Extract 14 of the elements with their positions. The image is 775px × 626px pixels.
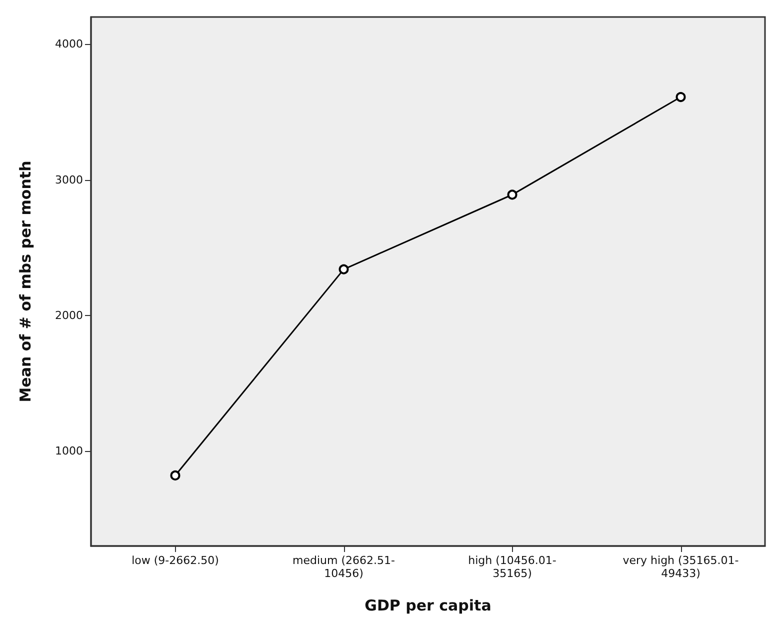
y-axis-title: Mean of # of mbs per month <box>16 160 34 402</box>
y-tick-label: 2000 <box>55 308 83 322</box>
x-axis-title: GDP per capita <box>364 596 492 614</box>
point <box>338 264 349 274</box>
point <box>170 470 180 480</box>
x-tick-label: high (10456.01- 35165) <box>468 554 556 580</box>
y-tick-label: 4000 <box>55 38 83 51</box>
point <box>507 190 518 200</box>
x-tick-label: medium (2662.51- 10456) <box>292 554 395 580</box>
x-tick-label: low (9-2662.50) <box>132 554 219 567</box>
x-tick-label: very high (35165.01- 49433) <box>622 554 739 580</box>
point <box>676 92 686 102</box>
y-tick-label: 1000 <box>55 444 83 458</box>
y-tick-label: 3000 <box>55 173 83 186</box>
